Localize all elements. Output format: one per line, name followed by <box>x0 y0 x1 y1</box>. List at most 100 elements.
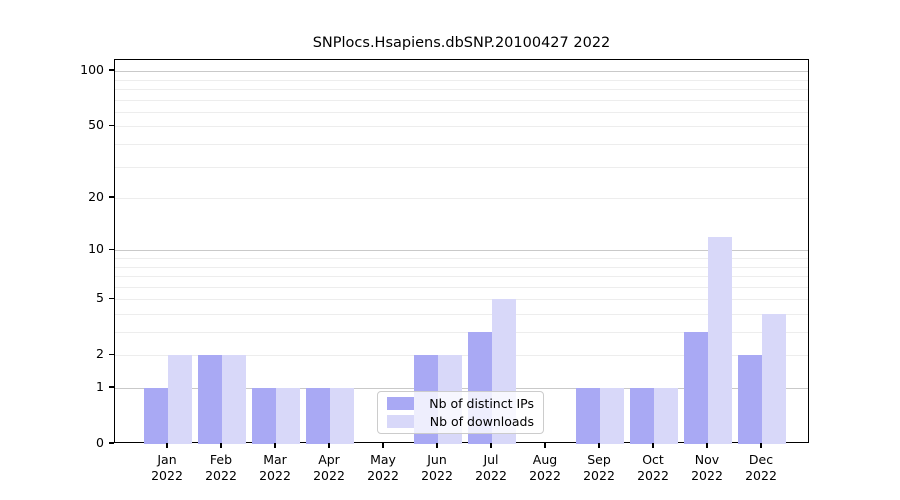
x-tick-mark <box>166 443 168 448</box>
x-tick-year: 2022 <box>259 468 291 483</box>
y-tick-label: 1 <box>96 379 104 394</box>
gridline-minor <box>115 299 808 301</box>
bar-nb-of-downloads <box>168 355 192 444</box>
legend: Nb of distinct IPs Nb of downloads <box>377 391 544 434</box>
plot-area <box>114 59 809 444</box>
gridline-minor <box>115 313 808 315</box>
x-tick-month: Sep <box>587 452 611 467</box>
y-tick-label: 2 <box>96 346 104 362</box>
y-tick-mark <box>109 196 114 198</box>
x-tick-month: Mar <box>263 452 287 467</box>
bar-nb-of-downloads <box>654 388 678 444</box>
x-tick-mark <box>382 443 384 448</box>
x-tick-month: Apr <box>318 452 340 467</box>
gridline-minor <box>115 276 808 278</box>
x-tick-month: Aug <box>532 452 558 467</box>
legend-swatch-nb-of-downloads <box>387 415 414 428</box>
gridline-minor <box>115 266 808 268</box>
x-tick-year: 2022 <box>313 468 345 483</box>
gridline-minor <box>115 99 808 101</box>
x-tick-mark <box>652 443 654 448</box>
y-tick-mark <box>109 386 114 388</box>
x-tick-mark <box>490 443 492 448</box>
gridline-minor <box>115 89 808 90</box>
x-tick-label: Aug 2022 <box>513 452 577 484</box>
x-tick-month: Jul <box>483 452 499 467</box>
legend-label-nb-of-distinct-ips: Nb of distinct IPs <box>429 396 534 411</box>
bar-nb-of-downloads <box>600 388 624 444</box>
bar-nb-of-downloads <box>762 313 786 444</box>
x-tick-mark <box>274 443 276 448</box>
x-tick-year: 2022 <box>637 468 669 483</box>
x-tick-label: Sep 2022 <box>567 452 631 484</box>
y-tick-label: 100 <box>80 62 104 78</box>
x-tick-mark <box>328 443 330 448</box>
gridline-minor <box>115 166 808 168</box>
x-tick-label: Feb 2022 <box>189 452 253 484</box>
bar-nb-of-distinct-ips <box>306 388 330 444</box>
chart-title: SNPlocs.Hsapiens.dbSNP.20100427 2022 <box>312 35 611 51</box>
y-tick-mark <box>109 124 114 127</box>
bar-nb-of-downloads <box>222 355 246 444</box>
gridline-minor <box>115 79 808 81</box>
gridline-minor <box>115 286 808 288</box>
x-tick-mark <box>706 443 708 448</box>
gridline-minor <box>115 198 808 200</box>
x-tick-year: 2022 <box>691 468 723 483</box>
x-tick-mark <box>544 443 546 448</box>
gridline-minor <box>115 111 808 113</box>
x-tick-label: Apr 2022 <box>297 452 361 484</box>
y-tick-label: 20 <box>88 189 104 205</box>
x-tick-month: Dec <box>748 452 774 467</box>
y-tick-label: 10 <box>88 241 104 257</box>
x-tick-month: Oct <box>642 452 664 467</box>
x-tick-label: Jun 2022 <box>405 452 469 484</box>
x-tick-year: 2022 <box>475 468 507 483</box>
gridline-minor <box>115 126 808 128</box>
bar-nb-of-distinct-ips <box>252 388 276 444</box>
bar-layer <box>115 60 808 444</box>
x-tick-year: 2022 <box>367 468 399 483</box>
x-tick-year: 2022 <box>205 468 237 483</box>
x-tick-year: 2022 <box>151 468 183 483</box>
legend-swatch-nb-of-distinct-ips <box>387 397 414 410</box>
x-tick-label: Nov 2022 <box>675 452 739 484</box>
legend-item-nb-of-distinct-ips: Nb of distinct IPs <box>387 396 534 411</box>
gridline-minor <box>115 257 808 259</box>
gridline-minor <box>115 144 808 145</box>
x-tick-month: Nov <box>694 452 720 467</box>
x-tick-year: 2022 <box>421 468 453 483</box>
bar-nb-of-downloads <box>708 236 732 444</box>
y-tick-label: 0 <box>96 435 104 450</box>
x-tick-month: Feb <box>209 452 233 467</box>
x-tick-mark <box>436 443 438 448</box>
x-tick-label: Jan 2022 <box>135 452 199 484</box>
y-tick-mark <box>109 248 114 251</box>
x-tick-mark <box>760 443 762 448</box>
x-tick-label: Mar 2022 <box>243 452 307 484</box>
bar-nb-of-distinct-ips <box>630 388 654 444</box>
bar-nb-of-distinct-ips <box>684 332 708 444</box>
legend-item-nb-of-downloads: Nb of downloads <box>387 414 534 429</box>
bar-nb-of-distinct-ips <box>198 355 222 444</box>
x-tick-mark <box>598 443 600 448</box>
bar-nb-of-distinct-ips <box>144 388 168 444</box>
x-tick-year: 2022 <box>583 468 615 483</box>
gridline-major <box>115 250 808 252</box>
x-tick-label: Dec 2022 <box>729 452 793 484</box>
x-tick-month: May <box>370 452 396 467</box>
gridline-major <box>115 71 808 73</box>
y-tick-mark <box>109 69 114 71</box>
y-tick-mark <box>109 442 114 444</box>
y-tick-label: 50 <box>88 117 104 133</box>
bar-nb-of-downloads <box>330 388 354 444</box>
x-tick-mark <box>220 443 222 448</box>
bar-nb-of-distinct-ips <box>576 388 600 444</box>
bar-nb-of-downloads <box>276 388 300 444</box>
x-tick-label: Jul 2022 <box>459 452 523 484</box>
bar-nb-of-distinct-ips <box>738 355 762 444</box>
y-tick-label: 5 <box>96 290 104 306</box>
x-tick-month: Jun <box>427 452 447 467</box>
y-tick-mark <box>109 353 114 355</box>
